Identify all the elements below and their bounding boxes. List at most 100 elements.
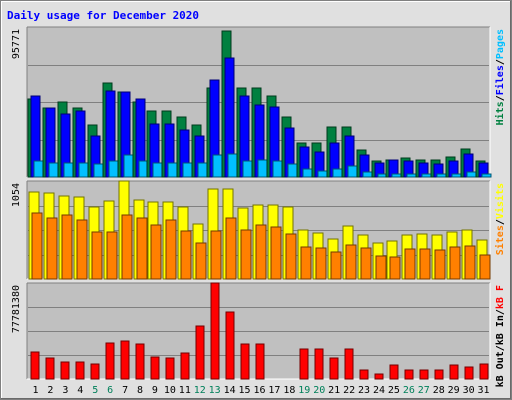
chart-title: Daily usage for December 2020 <box>7 9 199 22</box>
bar-pages <box>182 162 193 178</box>
legend-entry: kB F <box>495 285 506 309</box>
x-tick-label: 31 <box>478 385 490 396</box>
bar-sites <box>375 255 387 280</box>
bar-sites <box>180 230 192 280</box>
bar-sites <box>150 224 162 280</box>
bar-kb-f <box>195 325 205 380</box>
bar-sites <box>91 231 103 280</box>
bar-pages <box>436 173 447 178</box>
bar-sites <box>225 217 237 280</box>
bar-pages <box>212 154 223 178</box>
legend-entry: Files <box>494 65 506 95</box>
x-tick-label: 3 <box>62 385 68 396</box>
bar-kb-f <box>180 352 190 380</box>
bar-pages <box>272 160 283 178</box>
y-max-label: 95771 <box>11 29 22 59</box>
legend-entry: / <box>495 95 506 101</box>
x-tick-label: 7 <box>122 385 128 396</box>
bar-kb-f <box>75 361 85 380</box>
legend-entry: Visits <box>494 183 506 219</box>
bar-kb-f <box>359 369 369 380</box>
chart-panels: 95771 Hits/Files/Pages 1054 Sites/Visits 777… <box>11 26 506 387</box>
x-tick-label: 4 <box>77 385 83 396</box>
x-tick-label: 19 <box>298 385 310 396</box>
bar-sites <box>449 246 461 280</box>
bar-kb-f <box>314 348 324 380</box>
x-tick-label: 6 <box>107 385 113 396</box>
bar-kb-f <box>165 357 175 380</box>
x-tick-label: 10 <box>164 385 176 396</box>
bar-pages <box>391 173 402 178</box>
bar-kb-f <box>299 348 309 380</box>
bar-kb-f <box>105 342 115 380</box>
x-tick-label: 14 <box>224 385 236 396</box>
y-max-label: 1054 <box>11 183 22 207</box>
x-tick-label: 13 <box>209 385 221 396</box>
x-tick-label: 27 <box>418 385 430 396</box>
bar-sites <box>389 256 401 280</box>
bar-pages <box>287 163 298 178</box>
bar-kb-f <box>434 369 444 380</box>
bar-pages <box>347 165 358 178</box>
bar-pages <box>152 162 163 178</box>
bar-sites <box>255 224 267 280</box>
legend-entry: / <box>495 59 506 65</box>
x-tick-label: 8 <box>137 385 143 396</box>
legend-entry: Pages <box>495 29 506 59</box>
bar-sites <box>136 217 148 280</box>
bar-pages <box>406 173 417 178</box>
x-axis-tick-labels: 1 2 3 4 5 6 7 8 9 10 11 12 13 14 15 16 17 18 19 20 21 22 23 24 2… <box>32 385 489 396</box>
bar-pages <box>78 162 89 178</box>
bar-pages <box>421 173 432 178</box>
x-tick-label: 11 <box>179 385 191 396</box>
bar-kb-f <box>344 348 354 380</box>
bar-kb-f <box>374 373 384 380</box>
bar-pages <box>332 168 343 178</box>
bar-kb-f <box>255 343 265 380</box>
legend: Hits/Files/Pages <box>494 29 506 125</box>
x-tick-label: 2 <box>47 385 53 396</box>
bar-kb-f <box>419 369 429 380</box>
bar-sites <box>434 249 446 280</box>
bar-kb-f <box>90 363 100 380</box>
x-tick-label: 25 <box>388 385 400 396</box>
bar-pages <box>317 170 328 178</box>
bar-pages <box>197 162 208 178</box>
bar-pages <box>242 160 253 178</box>
x-tick-label: 12 <box>194 385 206 396</box>
x-tick-label: 29 <box>448 385 460 396</box>
bar-kb-f <box>225 311 235 380</box>
bar-sites <box>464 245 476 280</box>
bar-pages <box>93 163 104 178</box>
bar-sites <box>419 248 431 280</box>
legend-entry: kB Out <box>495 351 506 387</box>
bar-sites <box>360 247 372 280</box>
bar-sites <box>479 254 491 280</box>
bar-kb-f <box>329 357 339 380</box>
bars <box>30 282 489 380</box>
bar-sites <box>315 247 327 280</box>
bar-sites <box>210 230 222 280</box>
bar-kb-f <box>449 364 459 380</box>
bar-kb-f <box>404 369 414 380</box>
panel-2: 1054 Sites/Visits <box>11 180 506 280</box>
x-tick-label: 30 <box>463 385 475 396</box>
bar-sites <box>300 246 312 280</box>
x-tick-label: 9 <box>152 385 158 396</box>
bar-sites <box>404 248 416 280</box>
bar-kb-f <box>210 282 220 380</box>
x-tick-label: 18 <box>283 385 295 396</box>
x-tick-label: 5 <box>92 385 98 396</box>
legend-entry: kB In <box>495 315 506 345</box>
bar-kb-f <box>30 351 40 380</box>
bar-kb-f <box>479 363 489 380</box>
x-tick-label: 22 <box>343 385 355 396</box>
bar-sites <box>46 217 58 280</box>
bar-pages <box>362 171 373 178</box>
bar-kb-f <box>240 343 250 380</box>
x-tick-label: 28 <box>433 385 445 396</box>
x-tick-label: 21 <box>328 385 340 396</box>
legend: Sites/Visits <box>494 183 506 255</box>
